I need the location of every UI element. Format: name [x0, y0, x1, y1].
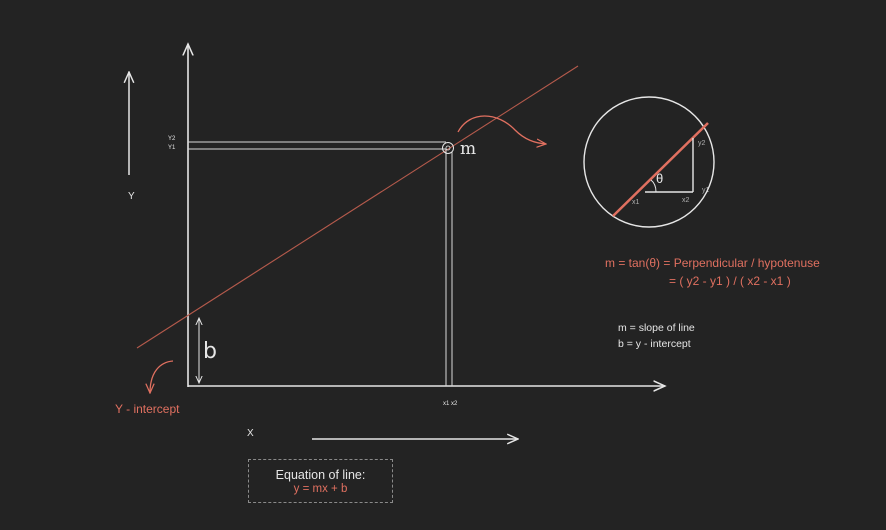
formula-line-1: m = tan(θ) = Perpendicular / hypotenuse: [605, 256, 820, 270]
m-definition: m = slope of line: [618, 322, 695, 334]
x2-sub-label: x2: [682, 197, 690, 204]
formula-line-2: = ( y2 - y1 ) / ( x2 - x1 ): [669, 274, 791, 288]
x-axis-label: X: [247, 428, 254, 439]
x1-sub-label: x1: [632, 199, 640, 206]
point-marker-inner: [445, 145, 451, 151]
zoom-arrow: [457, 115, 546, 144]
equation-text: y = mx + b: [293, 483, 348, 495]
y1-tick-label: Y1: [168, 145, 176, 151]
point-marker: [442, 142, 454, 154]
y-intercept-arrow: [150, 360, 174, 393]
y1-sub-label: y1: [702, 187, 710, 194]
zoom-circle: [583, 96, 715, 228]
m-point-label: m: [460, 139, 477, 159]
equation-title: Equation of line:: [275, 468, 366, 482]
b-definition: b = y - intercept: [618, 338, 691, 350]
regression-line: [136, 65, 579, 349]
b-label: b: [203, 339, 217, 364]
y2-tick-label: Y2: [168, 136, 176, 142]
y2-sub-label: y2: [698, 140, 706, 147]
y-axis-label: Y: [128, 191, 135, 202]
y-intercept-label: Y - intercept: [115, 402, 180, 416]
x1x2-tick-label: x1 x2: [443, 401, 458, 407]
theta-arc: [650, 179, 657, 193]
zoom-line: [612, 122, 709, 217]
theta-label: θ: [656, 171, 664, 186]
equation-box: Equation of line: y = mx + b: [248, 459, 393, 503]
